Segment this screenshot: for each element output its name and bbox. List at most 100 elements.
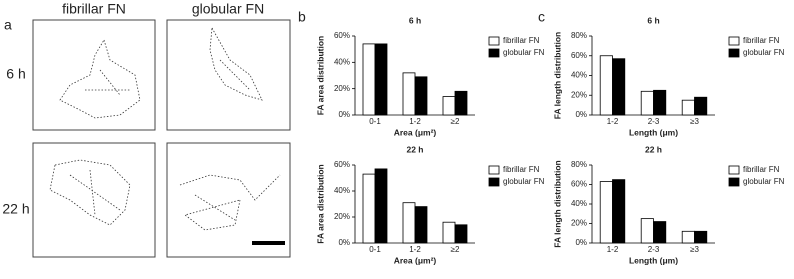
legend-swatch <box>488 177 500 187</box>
x-tick-label: 1-2 <box>607 245 619 254</box>
legend-label: fibrillar FN <box>503 36 540 45</box>
legend-label: fibrillar FN <box>743 165 780 174</box>
y-tick-label: 40% <box>571 71 587 80</box>
bar <box>612 58 626 116</box>
legend-swatch <box>728 48 740 58</box>
y-tick-label: 60% <box>571 51 587 60</box>
x-tick-label: 2-3 <box>648 245 660 254</box>
image-frame <box>32 19 156 131</box>
column-label: fibrillar FN <box>62 1 126 17</box>
panel-label: b <box>298 9 306 25</box>
y-tick-label: 20% <box>571 219 587 228</box>
x-axis-label: Area (μm²) <box>394 127 437 137</box>
legend-swatch <box>728 165 740 175</box>
legend-swatch <box>488 48 500 58</box>
bar <box>362 173 376 244</box>
y-tick-label: 60% <box>334 31 350 40</box>
legend-label: fibrillar FN <box>743 36 780 45</box>
bar <box>681 99 695 116</box>
micrographs <box>32 19 291 258</box>
y-tick-label: 80% <box>571 31 587 40</box>
y-tick-label: 0% <box>575 110 587 119</box>
legend-label: globular FN <box>743 48 785 57</box>
x-tick-label: 1-2 <box>409 245 421 254</box>
bar <box>653 89 667 116</box>
y-tick-label: 80% <box>571 160 587 169</box>
cell-sketch <box>209 26 263 101</box>
image-frame <box>166 142 291 258</box>
chart-title: 22 h <box>645 144 662 154</box>
x-tick-label: 0-1 <box>369 245 381 254</box>
bar <box>414 76 428 116</box>
x-axis-label: Length (μm) <box>629 127 678 137</box>
bar <box>442 221 456 244</box>
image-frame <box>32 142 156 258</box>
legend-label: globular FN <box>503 48 545 57</box>
image-frame <box>166 19 291 131</box>
chart-title: 6 h <box>409 15 421 25</box>
x-tick-label: 2-3 <box>648 117 660 126</box>
legend-swatch <box>488 36 500 46</box>
y-tick-label: 0% <box>338 110 350 119</box>
bar <box>402 72 416 116</box>
bar <box>694 96 708 116</box>
x-axis-label: Length (μm) <box>629 255 678 265</box>
column-label: globular FN <box>192 1 264 17</box>
y-axis-label: FA length distribution <box>552 32 562 120</box>
bar <box>374 168 388 244</box>
legend-label: fibrillar FN <box>503 165 540 174</box>
bar <box>454 90 468 116</box>
x-tick-label: ≥3 <box>690 117 699 126</box>
x-axis-label: Area (μm²) <box>394 255 437 265</box>
legend-swatch <box>728 177 740 187</box>
legend-swatch <box>728 36 740 46</box>
y-axis-label: FA length distribution <box>552 160 562 248</box>
legend-label: globular FN <box>743 177 785 186</box>
panel-label: c <box>538 9 545 25</box>
x-tick-label: 0-1 <box>369 117 381 126</box>
y-tick-label: 0% <box>338 238 350 247</box>
bar <box>653 221 667 244</box>
y-tick-label: 60% <box>334 160 350 169</box>
bar <box>681 230 695 244</box>
x-tick-label: 1-2 <box>607 117 619 126</box>
bar <box>612 179 626 244</box>
y-tick-label: 20% <box>334 84 350 93</box>
bar <box>414 206 428 244</box>
cell-sketch <box>49 159 131 226</box>
row-label: 22 h <box>2 201 29 217</box>
y-tick-label: 20% <box>571 90 587 99</box>
legend-swatch <box>488 165 500 175</box>
bar <box>640 90 654 116</box>
chart-title: 22 h <box>406 144 423 154</box>
y-tick-label: 40% <box>571 199 587 208</box>
y-tick-label: 20% <box>334 212 350 221</box>
legend-label: globular FN <box>503 177 545 186</box>
y-axis-label: FA area distribution <box>315 164 325 244</box>
x-tick-label: ≥2 <box>451 117 460 126</box>
cell-sketch <box>179 174 281 231</box>
row-label: 6 h <box>6 66 25 82</box>
scale-bar <box>252 241 285 245</box>
y-axis-label: FA area distribution <box>315 36 325 116</box>
bar <box>374 43 388 116</box>
y-tick-label: 60% <box>571 180 587 189</box>
chart-title: 6 h <box>647 15 659 25</box>
bar <box>454 224 468 244</box>
bar <box>362 43 376 116</box>
x-tick-label: ≥2 <box>451 245 460 254</box>
bar <box>402 202 416 244</box>
y-tick-label: 40% <box>334 57 350 66</box>
bar <box>599 181 613 244</box>
x-tick-label: ≥3 <box>690 245 699 254</box>
bar <box>442 96 456 116</box>
x-tick-label: 1-2 <box>409 117 421 126</box>
panel-label: a <box>4 17 12 33</box>
cell-sketch <box>59 39 141 119</box>
y-tick-label: 40% <box>334 186 350 195</box>
y-tick-label: 0% <box>575 238 587 247</box>
bar <box>694 230 708 244</box>
bar <box>640 218 654 244</box>
bar <box>599 55 613 116</box>
